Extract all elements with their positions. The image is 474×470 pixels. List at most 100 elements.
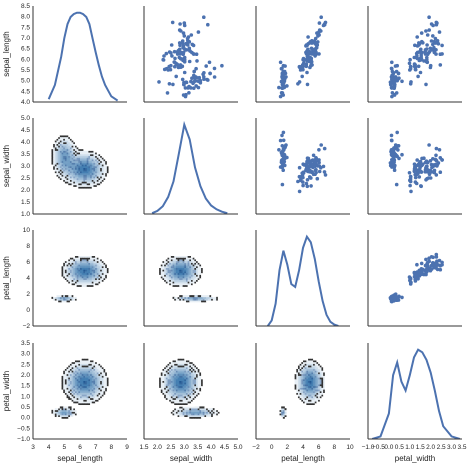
contour-cell [100, 384, 103, 387]
contour-cell [314, 372, 317, 375]
contour-cell [160, 384, 163, 387]
contour-cell [96, 389, 99, 392]
contour-cell [201, 416, 204, 419]
contour-cell [81, 401, 84, 404]
contour-cell [91, 404, 94, 407]
contour-cell [85, 397, 88, 400]
contour-cell [101, 260, 104, 263]
contour-cell [76, 274, 79, 277]
contour-cell [106, 372, 109, 375]
contour-cell [91, 259, 94, 262]
contour-cell [180, 267, 183, 270]
contour-cell [90, 365, 93, 368]
scatter-point [408, 278, 412, 283]
contour-cell [86, 271, 89, 274]
contour-cell [69, 375, 72, 378]
contour-cell [318, 361, 321, 364]
contour-cell [177, 375, 180, 378]
contour-cell [313, 403, 316, 406]
contour-cell [90, 380, 93, 383]
contour-cell [323, 375, 326, 378]
contour-cell [103, 271, 106, 274]
contour-cell [313, 373, 316, 376]
contour-cell [103, 276, 106, 279]
contour-cell [180, 403, 183, 406]
contour-cell [90, 257, 93, 260]
contour-cell [53, 140, 56, 143]
contour-cell [64, 394, 67, 397]
contour-cell [61, 272, 64, 275]
contour-cell [80, 384, 82, 387]
contour-cell [76, 154, 79, 157]
contour-cell [78, 370, 81, 373]
contour-cell [169, 271, 172, 274]
contour-cell [185, 372, 188, 375]
contour-cell [96, 401, 99, 404]
contour-cell [105, 176, 108, 179]
contour-cell [90, 356, 93, 359]
contour-cell [207, 408, 210, 411]
contour-cell [93, 155, 96, 158]
contour-cell [95, 172, 98, 175]
contour-cell [78, 272, 81, 275]
contour-cell [177, 403, 180, 406]
scatter-point [174, 74, 178, 79]
contour-cell [96, 181, 99, 184]
contour-cell [189, 373, 192, 376]
contour-cell [174, 296, 177, 299]
contour-cell [90, 399, 93, 402]
contour-cell [177, 286, 180, 289]
contour-cell [321, 377, 324, 380]
contour-cell [160, 269, 163, 272]
contour-cell [319, 391, 322, 394]
contour-cell [71, 384, 74, 387]
contour-cell [81, 361, 84, 364]
contour-cell [313, 397, 316, 400]
contour-cell [83, 181, 86, 184]
kde-line-petal_length [266, 234, 339, 326]
contour-cell [170, 394, 173, 397]
contour-cell [90, 375, 93, 378]
contour-cell [167, 387, 170, 390]
contour-cell [182, 415, 185, 418]
contour-cell [162, 392, 165, 395]
contour-cell [106, 176, 109, 179]
contour-cell [96, 363, 99, 366]
contour-cell [78, 169, 81, 172]
contour-cell [180, 286, 183, 289]
contour-cell [299, 387, 302, 390]
contour-cell [106, 172, 109, 175]
contour-cell [66, 387, 69, 390]
contour-cell [304, 368, 307, 371]
contour-cell [58, 169, 61, 172]
contour-cell [196, 363, 199, 366]
contour-cell [179, 415, 182, 418]
contour-cell [179, 296, 182, 299]
contour-cell [174, 361, 177, 364]
contour-cell [61, 416, 64, 419]
contour-cell [86, 401, 89, 404]
contour-cell [174, 409, 177, 412]
contour-cell [86, 269, 89, 272]
contour-cell [194, 260, 197, 263]
contour-cell [194, 295, 197, 298]
contour-cell [76, 401, 79, 404]
contour-cell [68, 159, 71, 162]
contour-cell [88, 257, 91, 260]
contour-cell [78, 279, 81, 282]
contour-cell [64, 138, 67, 141]
contour-cell [304, 361, 307, 364]
y-tick-label: 6.0 [21, 56, 30, 63]
contour-cell [323, 384, 326, 387]
contour-cell [61, 267, 64, 270]
contour-cell [61, 169, 64, 172]
contour-cell [81, 264, 84, 267]
contour-cell [164, 264, 167, 267]
contour-cell [204, 409, 207, 412]
contour-cell [101, 274, 104, 277]
contour-cell [96, 397, 99, 400]
contour-cell [172, 389, 175, 392]
contour-cell [78, 152, 81, 155]
contour-cell [88, 262, 91, 265]
contour-cell [297, 363, 300, 366]
